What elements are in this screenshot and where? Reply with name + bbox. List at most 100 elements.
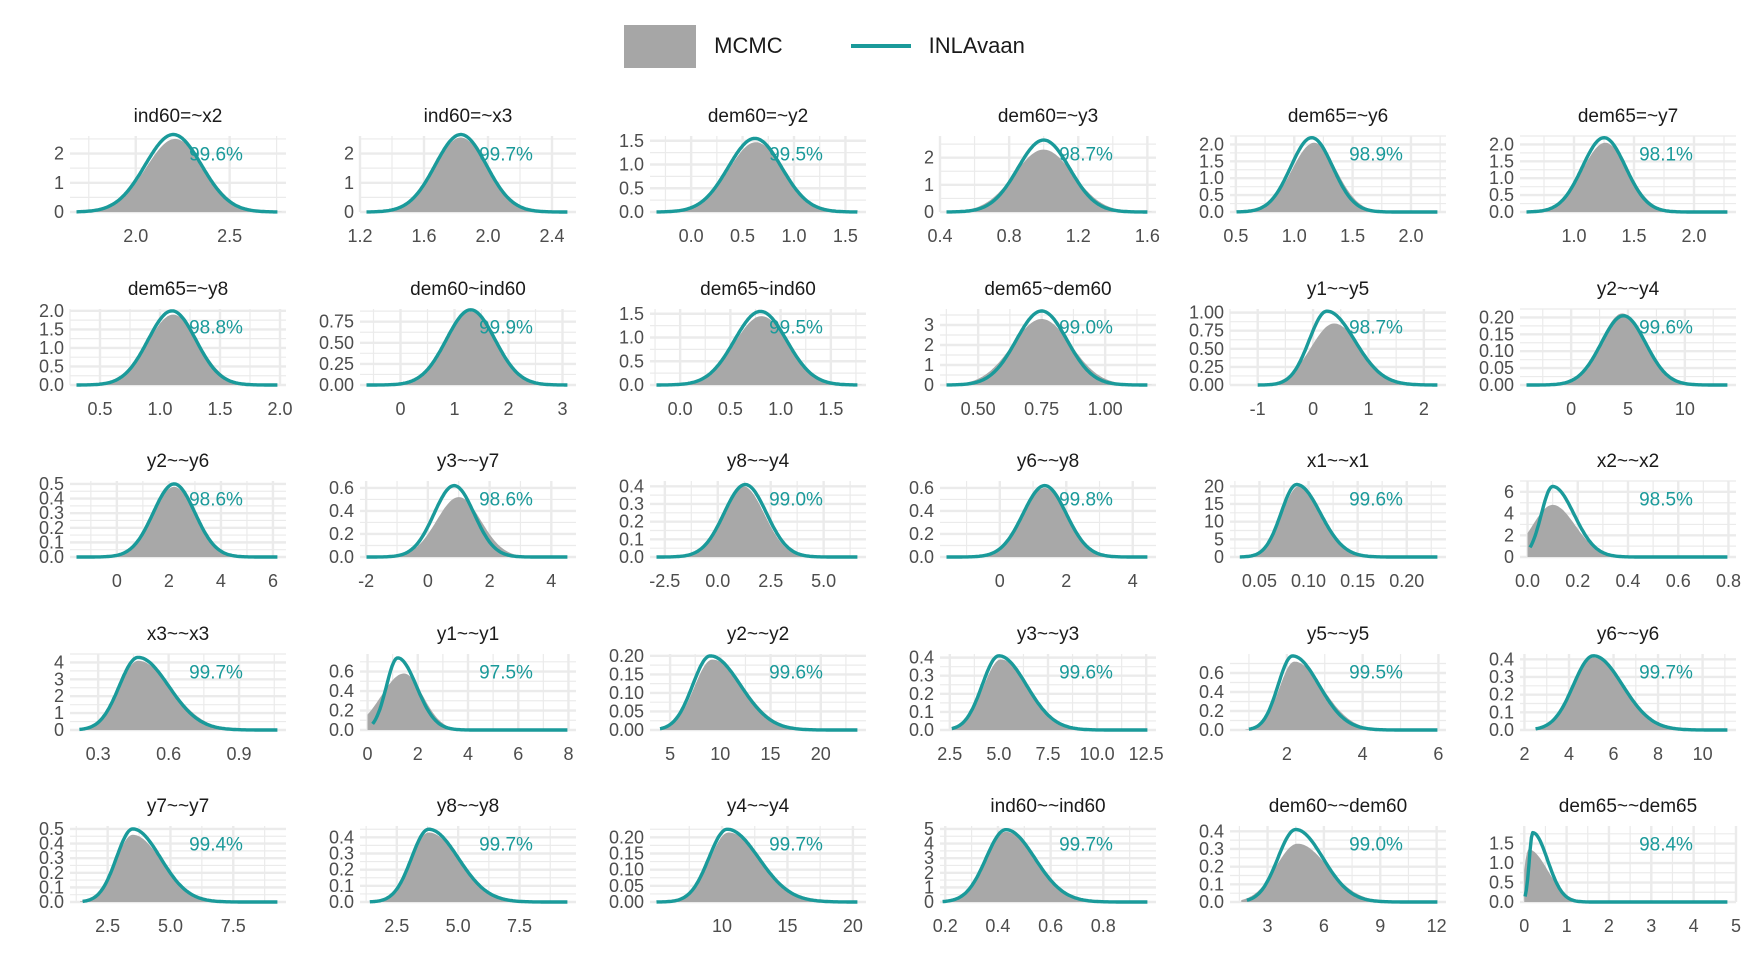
facet-panel: y2~~y2 5 10 15 20 0.000.050.100.150.20 99.6%: [609, 624, 866, 764]
y-tick-label: 0.4: [1489, 649, 1514, 669]
agreement-label: 98.6%: [189, 489, 243, 510]
facet-panel: y3~~y3 2.5 5.0 7.5 10.0 12.5 0.00.10.20.30.4 99…: [909, 624, 1164, 764]
facet-title: y5~~y5: [1307, 624, 1369, 645]
agreement-label: 99.9%: [479, 317, 533, 338]
y-tick-label: 0.0: [39, 892, 64, 912]
x-tick-label: 0: [1308, 399, 1318, 419]
y-tick-label: 0.05: [609, 701, 644, 721]
mcmc-density-area: [367, 673, 572, 730]
y-tick-label: 0: [54, 720, 64, 740]
facet-title: dem65=~y8: [128, 279, 228, 300]
x-tick-label: 0.75: [1024, 399, 1059, 419]
y-tick-label: 0.4: [329, 681, 354, 701]
y-tick-label: 1.5: [619, 131, 644, 151]
y-tick-label: 0.3: [39, 848, 64, 868]
facet-title: dem60~ind60: [410, 279, 526, 300]
x-tick-label: 0.8: [1716, 571, 1741, 591]
facet-panel: dem60~ind60 0 1 2 3 0.000.250.500.75 99.9%: [319, 279, 576, 419]
facet-title: y6~~y8: [1017, 451, 1079, 472]
y-tick-label: 0.6: [1199, 663, 1224, 683]
x-tick-label: 6: [268, 571, 278, 591]
y-tick-label: 0.3: [1199, 839, 1224, 859]
mcmc-density-area: [1241, 843, 1442, 902]
mcmc-density-area: [942, 831, 1152, 902]
x-tick-label: 2.0: [1681, 226, 1706, 246]
facet-panel: y1~~y1 0 2 4 6 8 0.00.20.40.6 97.5%: [329, 624, 576, 764]
x-tick-label: 0.8: [997, 226, 1022, 246]
legend-swatch-mcmc: [624, 24, 697, 68]
y-tick-label: 0.5: [619, 351, 644, 371]
agreement-label: 99.0%: [1059, 317, 1113, 338]
y-tick-label: 3: [924, 315, 934, 335]
y-tick-label: 5: [924, 819, 934, 839]
mcmc-density-area: [946, 149, 1152, 212]
mcmc-density-area: [76, 138, 282, 212]
inla-density-line: [1526, 314, 1728, 387]
y-tick-label: 3: [54, 669, 64, 689]
y-tick-label: 1.5: [1489, 151, 1514, 171]
x-tick-label: 4: [463, 744, 473, 764]
agreement-label: 99.7%: [479, 834, 533, 855]
y-tick-label: 0.2: [1489, 685, 1514, 705]
agreement-label: 98.8%: [189, 317, 243, 338]
y-tick-label: 0.0: [1489, 202, 1514, 222]
y-tick-label: 0.4: [1199, 821, 1224, 841]
x-tick-label: 8: [563, 744, 573, 764]
x-tick-label: 0.15: [1340, 571, 1375, 591]
y-tick-label: 2: [344, 144, 354, 164]
y-tick-label: 0.5: [619, 178, 644, 198]
facet-title: y3~~y7: [437, 451, 499, 472]
facet-title: ind60=~x3: [424, 106, 513, 127]
facet-panel: y6~~y6 2 4 6 8 10 0.00.10.20.30.4 99.7%: [1489, 624, 1736, 764]
y-tick-label: 0.4: [909, 648, 934, 668]
x-tick-label: 2: [164, 571, 174, 591]
y-tick-label: 0.4: [619, 476, 644, 496]
x-tick-label: 2.0: [267, 399, 292, 419]
facet-panel: ind60=~x2 2.0 2.5 0 1 2 99.6%: [54, 106, 286, 246]
facet-title: dem65=~y6: [1288, 106, 1388, 127]
y-tick-label: 1.0: [1489, 168, 1514, 188]
x-tick-label: 12.5: [1129, 744, 1164, 764]
x-tick-label: 6: [1319, 916, 1329, 936]
mcmc-density-area: [1239, 486, 1442, 557]
x-tick-label: 0.6: [1666, 571, 1691, 591]
agreement-label: 99.4%: [189, 834, 243, 855]
x-tick-label: 1.6: [1135, 226, 1160, 246]
y-tick-label: 0.0: [1199, 202, 1224, 222]
x-tick-label: 7.5: [507, 916, 532, 936]
y-tick-label: 5: [1214, 529, 1224, 549]
y-tick-label: 3: [924, 848, 934, 868]
agreement-label: 99.7%: [769, 834, 823, 855]
x-tick-label: 0.4: [1615, 571, 1640, 591]
y-tick-label: 2: [54, 144, 64, 164]
y-tick-label: 15: [1204, 494, 1224, 514]
x-tick-label: 0.5: [718, 399, 743, 419]
x-tick-label: 0: [1566, 399, 1576, 419]
agreement-label: 99.7%: [1059, 834, 1113, 855]
x-tick-label: 2.5: [217, 226, 242, 246]
agreement-label: 99.0%: [769, 489, 823, 510]
y-tick-label: 0.2: [909, 524, 934, 544]
inla-density-line: [78, 655, 278, 732]
x-tick-label: 1.0: [768, 399, 793, 419]
x-tick-label: 0.5: [1223, 226, 1248, 246]
agreement-label: 98.6%: [479, 489, 533, 510]
y-tick-label: 0.1: [619, 529, 644, 549]
x-tick-label: 3: [1263, 916, 1273, 936]
y-tick-label: 6: [1504, 482, 1514, 502]
y-tick-label: 1: [54, 173, 64, 193]
facet-title: y2~~y2: [727, 624, 789, 645]
y-tick-label: 0.2: [1199, 701, 1224, 721]
x-tick-label: 12: [1427, 916, 1447, 936]
inla-density-line: [946, 138, 1148, 214]
y-tick-label: 0.0: [1489, 892, 1514, 912]
legend-swatch-inlavaan: [850, 44, 911, 48]
facet-panel: ind60=~x3 1.2 1.6 2.0 2.4 0 1 2 99.7%: [344, 106, 576, 246]
facet-title: dem60=~y2: [708, 106, 808, 127]
mcmc-density-area: [1257, 323, 1442, 385]
mcmc-density-area: [946, 487, 1152, 557]
y-tick-label: 0.0: [1199, 892, 1224, 912]
y-tick-label: 0.00: [319, 375, 354, 395]
